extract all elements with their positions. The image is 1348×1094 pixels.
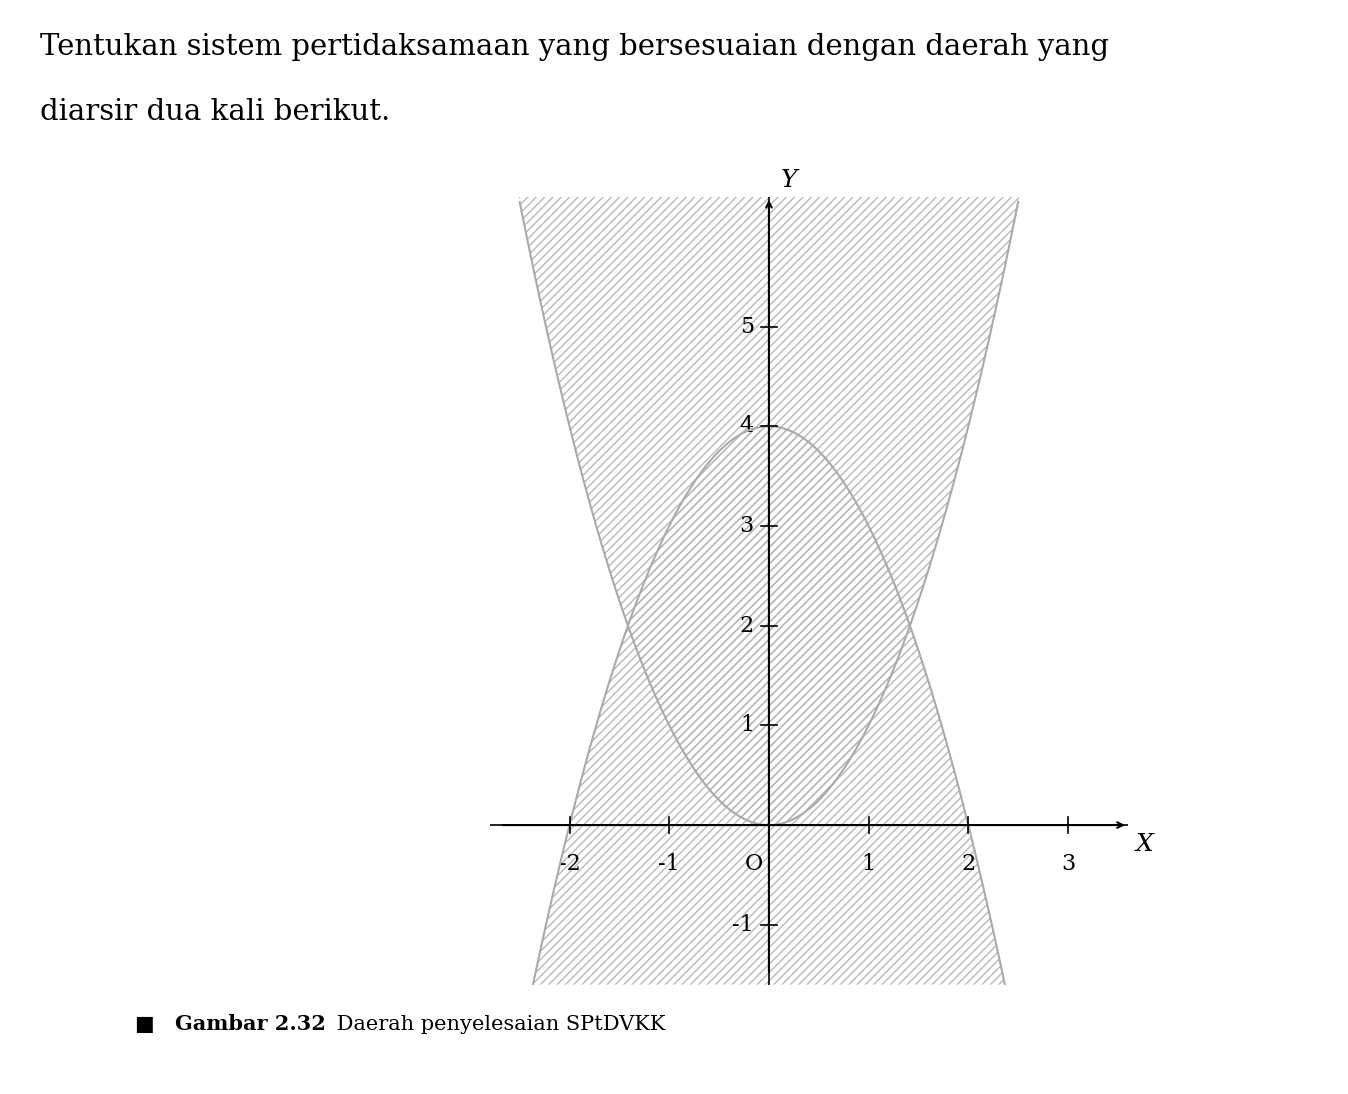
Text: 2: 2: [740, 615, 754, 637]
Text: diarsir dua kali berikut.: diarsir dua kali berikut.: [40, 98, 391, 127]
Text: Tentukan sistem pertidaksamaan yang bersesuaian dengan daerah yang: Tentukan sistem pertidaksamaan yang bers…: [40, 33, 1109, 61]
Text: 3: 3: [740, 515, 754, 537]
Text: Daerah penyelesaian SPtDVKK: Daerah penyelesaian SPtDVKK: [330, 1015, 666, 1034]
Text: 5: 5: [740, 315, 754, 338]
Text: 4: 4: [740, 416, 754, 438]
Text: 3: 3: [1061, 853, 1076, 875]
Text: -2: -2: [558, 853, 581, 875]
Text: ■: ■: [135, 1014, 162, 1034]
Text: X: X: [1136, 833, 1154, 856]
Text: Y: Y: [780, 168, 798, 191]
Text: 1: 1: [861, 853, 876, 875]
Text: -1: -1: [732, 913, 754, 935]
Text: Gambar 2.32: Gambar 2.32: [175, 1014, 326, 1034]
Text: O: O: [745, 853, 763, 875]
Text: 2: 2: [961, 853, 976, 875]
Text: -1: -1: [658, 853, 681, 875]
Text: 1: 1: [740, 714, 754, 736]
